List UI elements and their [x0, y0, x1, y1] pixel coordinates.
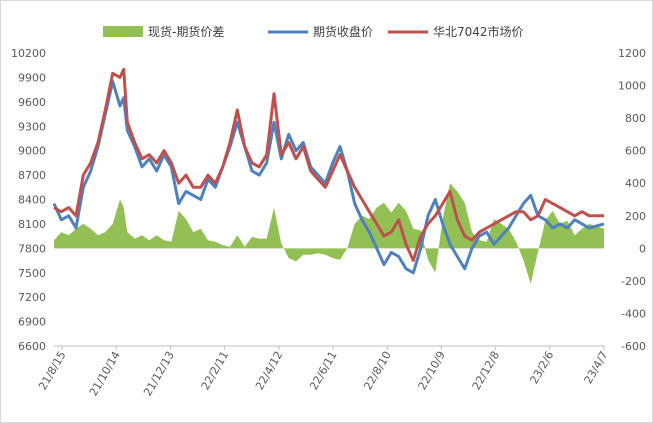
x-axis-tick-label: 22/4/12	[253, 349, 285, 392]
left-axis-tick-label: 9000	[18, 145, 46, 158]
legend-label-spread: 现货-期货价差	[148, 24, 224, 39]
right-axis-tick-label: 0	[639, 242, 646, 255]
right-axis-tick-label: -600	[621, 340, 646, 353]
left-axis-tick-label: 6600	[18, 340, 46, 353]
left-axis-tick-label: 6900	[18, 316, 46, 329]
right-axis-tick-label: -400	[621, 307, 646, 320]
left-axis-tick-label: 8700	[18, 169, 46, 182]
left-axis-tick-label: 10200	[11, 47, 46, 60]
x-axis-tick-label: 22/8/10	[361, 349, 393, 392]
left-axis-tick-label: 7200	[18, 291, 46, 304]
right-axis-tick-label: 200	[625, 210, 646, 223]
right-axis-tick-label: 800	[625, 112, 646, 125]
right-axis-tick-label: 600	[625, 145, 646, 158]
right-axis-tick-label: -200	[621, 275, 646, 288]
legend-label-spot: 华北7042市场价	[433, 24, 524, 39]
x-axis-tick-label: 22/10/9	[416, 349, 448, 392]
spot-price-line	[53, 67, 604, 262]
x-axis-tick-label: 23/4/7	[582, 349, 611, 386]
left-axis-tick-label: 9600	[18, 96, 46, 109]
x-axis-tick-label: 22/12/8	[470, 349, 502, 392]
x-axis-tick-label: 21/8/15	[36, 349, 68, 392]
left-axis-tick-label: 8400	[18, 194, 46, 207]
legend-label-futures: 期货收盘价	[313, 24, 373, 39]
x-axis-tick-label: 22/6/11	[307, 349, 339, 392]
left-axis-tick-label: 7500	[18, 267, 46, 280]
x-axis-tick-label: 21/12/13	[141, 349, 177, 398]
left-axis-tick-label: 9300	[18, 120, 46, 133]
left-axis-tick-label: 8100	[18, 218, 46, 231]
x-axis-tick-label: 23/2/6	[527, 349, 556, 386]
spread-area	[54, 183, 604, 285]
price-lines-layer	[52, 67, 605, 275]
x-axis-tick-label: 21/10/14	[87, 349, 123, 398]
right-axis-tick-label: 400	[625, 177, 646, 190]
futures-close-line	[52, 80, 605, 275]
legend: 现货-期货价差 期货收盘价 华北7042市场价	[103, 24, 524, 39]
left-axis-tick-label: 9900	[18, 71, 46, 84]
right-axis-tick-label: 1200	[618, 47, 646, 60]
spread-area-layer	[54, 183, 604, 285]
right-axis-tick-label: 1000	[618, 80, 646, 93]
x-axis-tick-label: 22/2/11	[199, 349, 231, 392]
left-axis-tick-label: 7800	[18, 242, 46, 255]
legend-swatch-spread	[103, 26, 143, 37]
